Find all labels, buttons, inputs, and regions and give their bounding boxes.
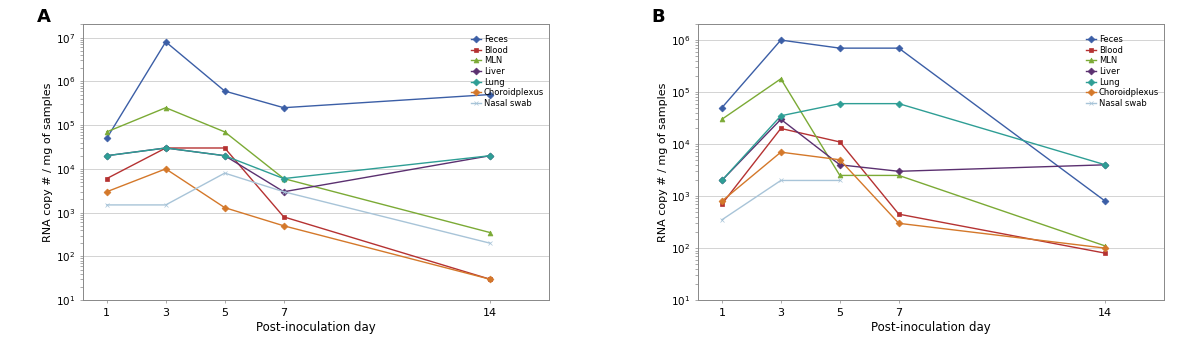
X-axis label: Post-inoculation day: Post-inoculation day (257, 321, 377, 334)
Choroidplexus (715, 199, 729, 203)
Choroidplexus (892, 221, 906, 225)
Text: A: A (37, 8, 50, 26)
X-axis label: Post-inoculation day: Post-inoculation day (871, 321, 991, 334)
Nasal swab (217, 171, 232, 175)
Nasal swab (159, 203, 173, 207)
Feces (100, 136, 114, 140)
Nasal swab (484, 241, 498, 245)
Blood (217, 146, 232, 150)
Blood (715, 202, 729, 206)
Nasal swab (715, 218, 729, 222)
MLN (833, 173, 847, 178)
Feces (159, 40, 173, 44)
Lung (833, 102, 847, 106)
Liver (1098, 163, 1112, 167)
Lung (277, 177, 291, 181)
MLN (892, 173, 906, 178)
Blood (833, 140, 847, 144)
Liver (892, 169, 906, 173)
MLN (715, 117, 729, 121)
Feces (892, 46, 906, 50)
Choroidplexus (1098, 246, 1112, 250)
Legend: Feces, Blood, MLN, Liver, Lung, Choroidplexus, Nasal swab: Feces, Blood, MLN, Liver, Lung, Choroidp… (1083, 32, 1163, 111)
Liver (277, 190, 291, 194)
Choroidplexus (100, 190, 114, 194)
Nasal swab (277, 190, 291, 194)
Line: MLN: MLN (105, 105, 493, 235)
Line: MLN: MLN (720, 76, 1107, 248)
Line: Liver: Liver (105, 146, 493, 194)
Choroidplexus (159, 167, 173, 171)
Choroidplexus (217, 206, 232, 210)
Feces (277, 106, 291, 110)
Line: Feces: Feces (105, 39, 493, 141)
Lung (1098, 163, 1112, 167)
Feces (1098, 199, 1112, 203)
MLN (1098, 244, 1112, 248)
Line: Choroidplexus: Choroidplexus (105, 166, 493, 282)
Y-axis label: RNA copy # / mg of samples: RNA copy # / mg of samples (658, 83, 669, 242)
Liver (100, 154, 114, 158)
Feces (217, 89, 232, 93)
Lung (217, 154, 232, 158)
Choroidplexus (277, 224, 291, 228)
Blood (159, 146, 173, 150)
Line: Lung: Lung (105, 146, 493, 181)
Blood (892, 212, 906, 216)
Blood (484, 277, 498, 281)
MLN (277, 177, 291, 181)
Lung (159, 146, 173, 150)
Lung (892, 102, 906, 106)
Nasal swab (100, 203, 114, 207)
Blood (100, 177, 114, 181)
Line: Feces: Feces (720, 38, 1107, 203)
Lung (715, 178, 729, 183)
Nasal swab (773, 178, 788, 183)
MLN (217, 130, 232, 134)
Nasal swab (833, 178, 847, 183)
Line: Nasal swab: Nasal swab (105, 171, 493, 246)
Line: Nasal swab: Nasal swab (720, 178, 842, 222)
Liver (484, 154, 498, 158)
Line: Choroidplexus: Choroidplexus (720, 150, 1107, 251)
Choroidplexus (484, 277, 498, 281)
Legend: Feces, Blood, MLN, Liver, Lung, Choroidplexus, Nasal swab: Feces, Blood, MLN, Liver, Lung, Choroidp… (468, 32, 548, 111)
Blood (773, 126, 788, 131)
Lung (100, 154, 114, 158)
Choroidplexus (833, 158, 847, 162)
Lung (484, 154, 498, 158)
Blood (1098, 251, 1112, 255)
Liver (715, 178, 729, 183)
Liver (833, 163, 847, 167)
Feces (715, 106, 729, 110)
Y-axis label: RNA copy # / mg of samples: RNA copy # / mg of samples (43, 83, 53, 242)
MLN (484, 230, 498, 235)
Line: Lung: Lung (720, 101, 1107, 183)
Feces (484, 92, 498, 97)
Liver (159, 146, 173, 150)
Text: B: B (652, 8, 665, 26)
Line: Liver: Liver (720, 117, 1107, 183)
Liver (217, 154, 232, 158)
Liver (773, 117, 788, 121)
MLN (100, 130, 114, 134)
Line: Blood: Blood (720, 126, 1107, 255)
MLN (159, 106, 173, 110)
Line: Blood: Blood (105, 146, 493, 282)
Lung (773, 114, 788, 118)
Feces (773, 38, 788, 42)
Feces (833, 46, 847, 50)
Choroidplexus (773, 150, 788, 154)
MLN (773, 77, 788, 81)
Blood (277, 215, 291, 219)
